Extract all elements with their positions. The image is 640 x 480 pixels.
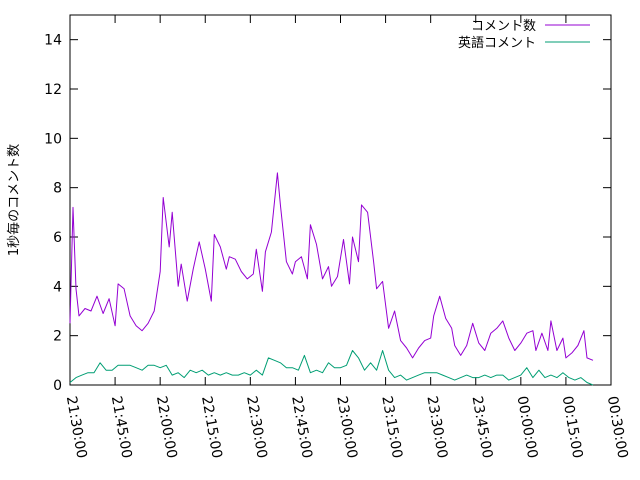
x-tick-label: 00:00:00 xyxy=(514,395,541,460)
legend-label: コメント数 xyxy=(471,19,536,34)
series-line-1 xyxy=(69,172,594,361)
x-tick-label: 00:30:00 xyxy=(604,395,631,460)
y-tick-label: 2 xyxy=(53,329,62,345)
x-tick-label: 22:00:00 xyxy=(153,395,180,460)
x-tick-label: 23:00:00 xyxy=(333,395,360,460)
x-tick-label: 21:45:00 xyxy=(108,395,135,460)
x-axis-ticks: 21:30:00 21:45:00 22:00:00 22:15:00 22:30:00… xyxy=(63,15,631,460)
x-tick-label: 23:15:00 xyxy=(378,395,405,460)
x-tick-label: 00:15:00 xyxy=(559,395,586,460)
y-tick-label: 14 xyxy=(44,33,62,49)
plot-area-border xyxy=(69,14,612,386)
series-line-2 xyxy=(69,350,594,386)
x-tick-label: 21:30:00 xyxy=(63,395,90,460)
x-tick-label: 22:30:00 xyxy=(243,395,270,460)
x-tick-label: 22:45:00 xyxy=(288,395,315,460)
series-layer xyxy=(69,172,594,386)
legend-label: 英語コメント xyxy=(458,35,536,51)
y-tick-label: 10 xyxy=(44,131,62,147)
y-axis-title: 1秒毎のコメント数 xyxy=(6,144,22,256)
y-tick-label: 4 xyxy=(53,279,62,295)
x-tick-label: 23:30:00 xyxy=(423,395,450,460)
y-tick-label: 8 xyxy=(53,181,62,197)
y-axis-ticks: 0 2 4 6 8 10 12 14 xyxy=(44,33,611,394)
y-tick-label: 12 xyxy=(44,82,62,98)
x-tick-label: 23:45:00 xyxy=(469,395,496,460)
y-tick-label: 0 xyxy=(53,378,62,394)
y-tick-label: 6 xyxy=(53,230,62,246)
x-tick-label: 22:15:00 xyxy=(198,395,225,460)
